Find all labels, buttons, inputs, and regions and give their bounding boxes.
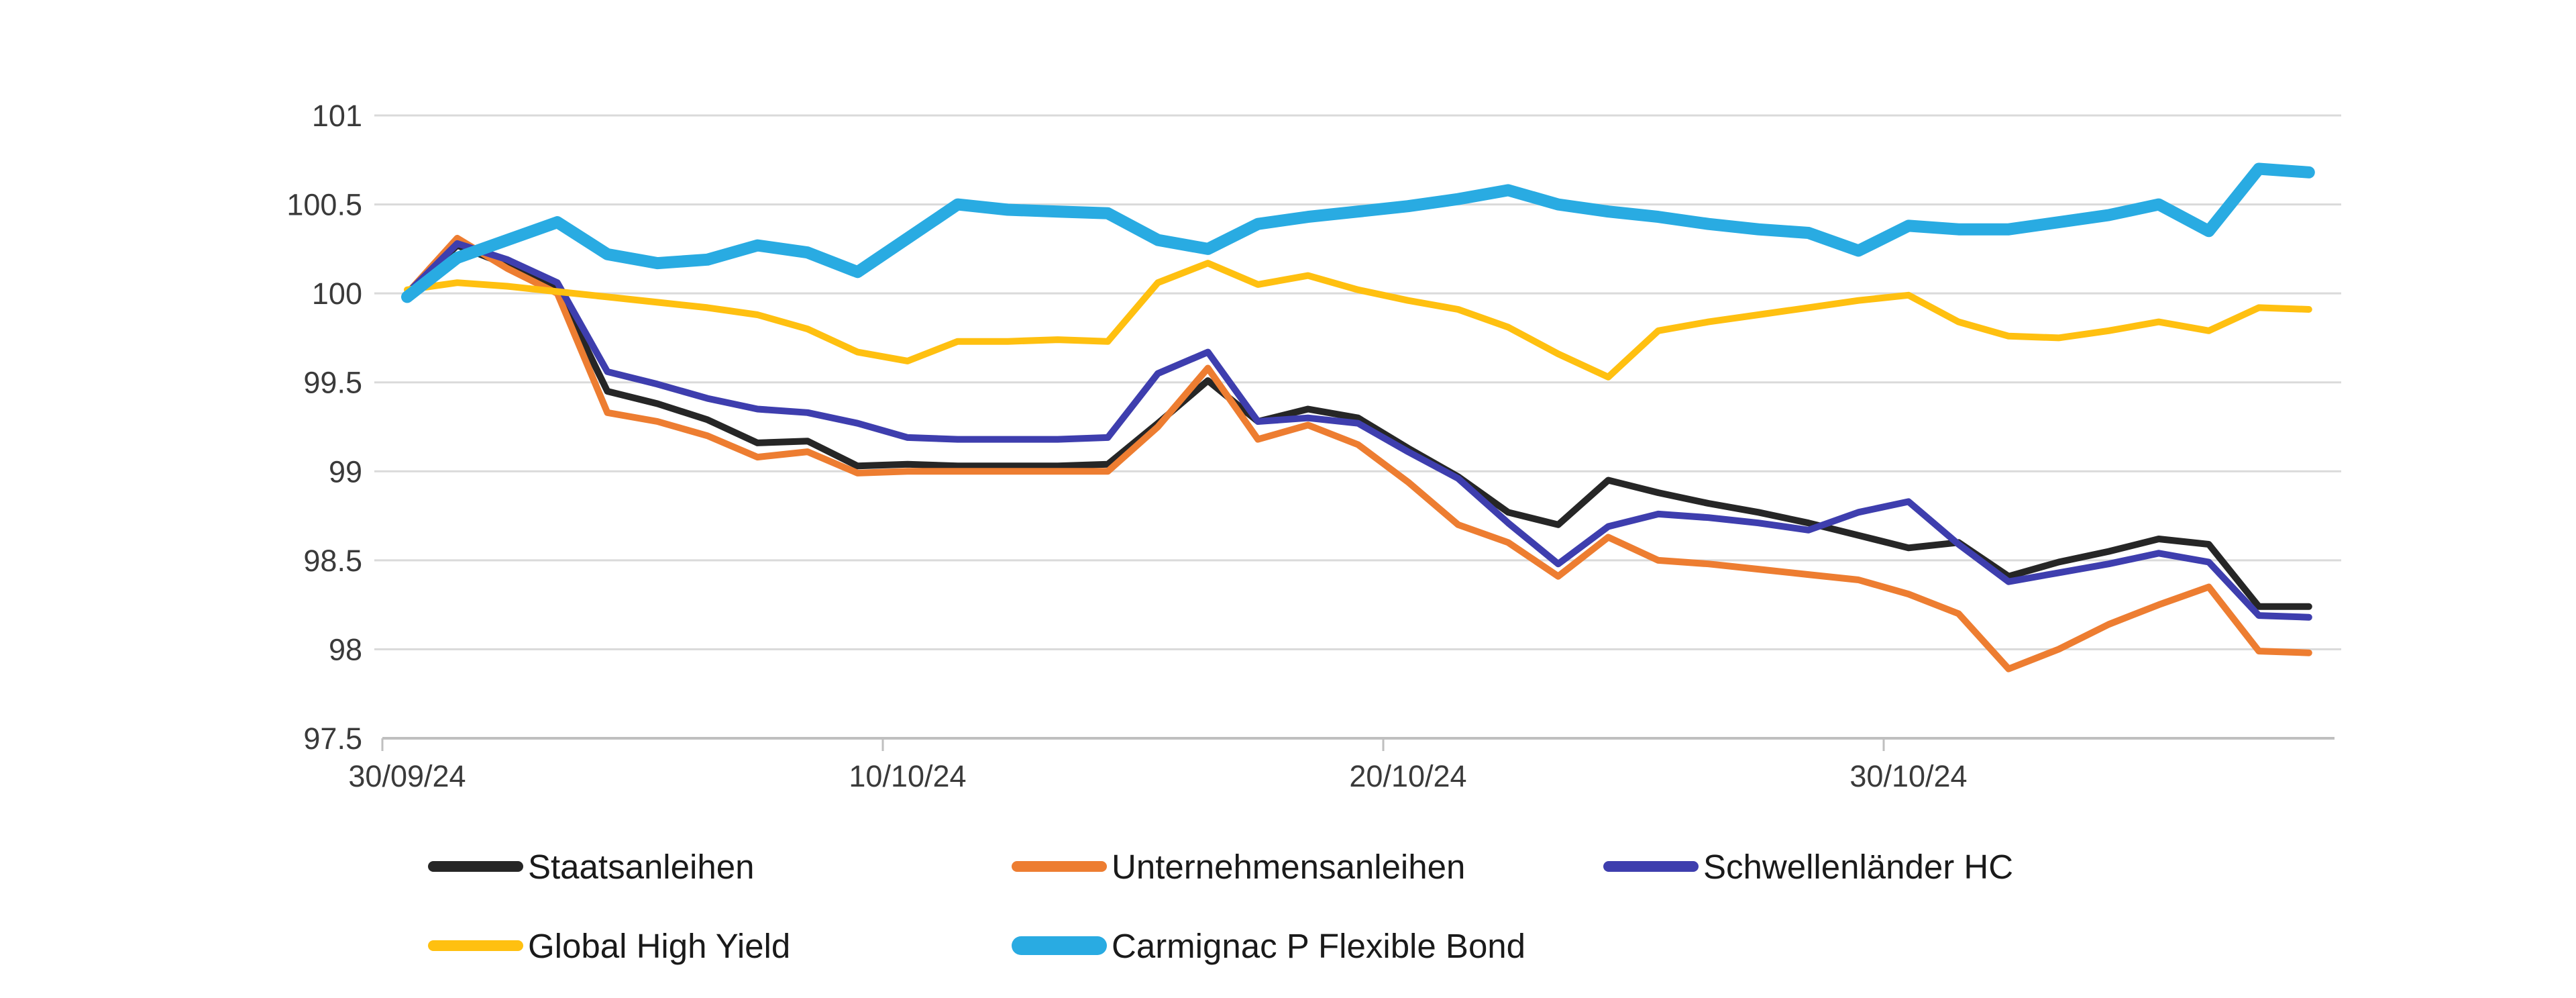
- y-axis-labels: 101 100.5 100 99.5 99 98.5 98 97.5: [286, 99, 362, 756]
- svg-text:99.5: 99.5: [303, 366, 362, 400]
- series-lines: [401, 162, 2315, 672]
- x-axis-labels: 30/09/24 10/10/24 20/10/24 30/10/24: [348, 759, 1967, 793]
- svg-text:97.5: 97.5: [303, 721, 362, 756]
- svg-text:98.5: 98.5: [303, 544, 362, 578]
- svg-text:100.5: 100.5: [286, 188, 362, 222]
- svg-text:10/10/24: 10/10/24: [849, 759, 966, 793]
- svg-text:30/09/24: 30/09/24: [348, 759, 466, 793]
- svg-text:99: 99: [329, 454, 362, 489]
- svg-text:101: 101: [312, 99, 362, 133]
- svg-text:100: 100: [312, 277, 362, 311]
- x-axis: [381, 737, 2334, 751]
- svg-text:98: 98: [329, 632, 362, 666]
- svg-text:20/10/24: 20/10/24: [1349, 759, 1466, 793]
- gridlines: [374, 114, 2341, 650]
- svg-text:30/10/24: 30/10/24: [1849, 759, 1967, 793]
